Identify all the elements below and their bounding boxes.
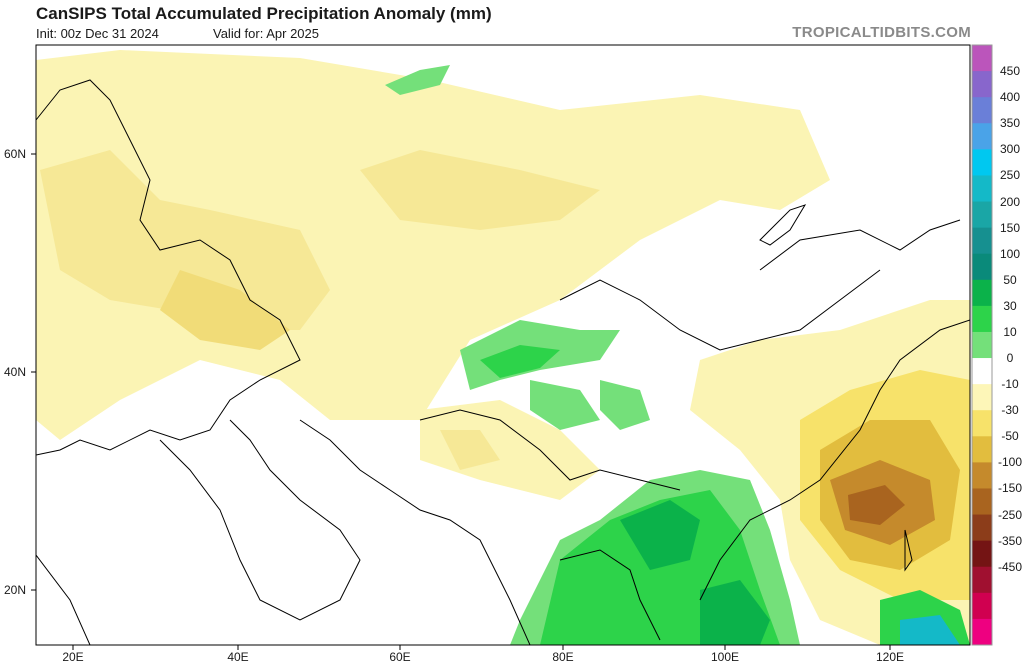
colorbar-label: -50: [1001, 429, 1019, 444]
colorbar-label: 50: [1003, 272, 1017, 287]
colorbar-segment: [972, 514, 992, 542]
colorbar-label: 350: [999, 116, 1021, 131]
colorbar-segment: [972, 358, 992, 385]
map-title: CanSIPS Total Accumulated Precipitation …: [36, 4, 492, 23]
coastlines: [36, 79, 970, 645]
colorbar-segment: [972, 227, 992, 255]
colorbar-segment: [972, 384, 992, 411]
colorbar-segment: [972, 462, 992, 489]
lon-label: 20E: [62, 650, 84, 664]
colorbar-label: 250: [999, 168, 1021, 183]
colorbar-label: 10: [1003, 324, 1017, 339]
init-time: Init: 00z Dec 31 2024: [36, 26, 159, 41]
axis-ticks: [31, 153, 891, 650]
lon-label: 60E: [389, 650, 411, 664]
colorbar-label: 400: [999, 90, 1021, 105]
brand-watermark: TROPICALTIDBITS.COM: [792, 24, 971, 41]
colorbar-segment: [972, 305, 992, 333]
lon-label: 40E: [227, 650, 249, 664]
colorbar-label: 300: [999, 142, 1021, 157]
colorbar-segment: [972, 71, 992, 98]
colorbar-segment: [972, 540, 992, 568]
colorbar-segment: [972, 592, 992, 620]
lon-label: 80E: [552, 650, 574, 664]
colorbar-segment: [972, 410, 992, 437]
colorbar-label: -250: [997, 507, 1023, 522]
lat-label: 40N: [4, 365, 27, 379]
colorbar-label: 200: [999, 194, 1021, 209]
lon-label: 100E: [710, 650, 740, 664]
colorbar-label: 100: [999, 246, 1021, 261]
lat-label: 20N: [4, 583, 27, 597]
colorbar-label: 450: [999, 64, 1021, 79]
colorbar-label: 30: [1003, 298, 1017, 313]
colorbar-label: 0: [1006, 351, 1014, 366]
colorbar-label: -450: [997, 559, 1023, 574]
colorbar-segment: [972, 149, 992, 176]
colorbar-segment: [972, 566, 992, 594]
colorbar-label: -10: [1001, 377, 1019, 392]
colorbar-segment: [972, 253, 992, 281]
lon-label: 120E: [875, 650, 905, 664]
anomaly-shading: [36, 50, 970, 645]
colorbar-segment: [972, 331, 992, 359]
colorbar-segment: [972, 488, 992, 516]
colorbar-segment: [972, 97, 992, 124]
map-frame: [35, 44, 971, 646]
colorbar-label: -30: [1001, 403, 1019, 418]
colorbar-segment: [972, 436, 992, 463]
colorbar-segment: [972, 279, 992, 307]
colorbar-segment: [972, 175, 992, 203]
valid-time: Valid for: Apr 2025: [213, 26, 319, 41]
colorbar-frame: [971, 44, 993, 646]
colorbar-label: 150: [999, 220, 1021, 235]
colorbar-label: -150: [997, 481, 1023, 496]
colorbar-segment: [972, 201, 992, 229]
lat-label: 60N: [4, 147, 27, 161]
colorbar-segment: [972, 123, 992, 150]
colorbar-label: -100: [997, 455, 1023, 470]
colorbar-segment: [972, 618, 992, 646]
colorbar-label: -350: [997, 533, 1023, 548]
colorbar: [971, 44, 993, 646]
colorbar-segment: [972, 45, 992, 72]
